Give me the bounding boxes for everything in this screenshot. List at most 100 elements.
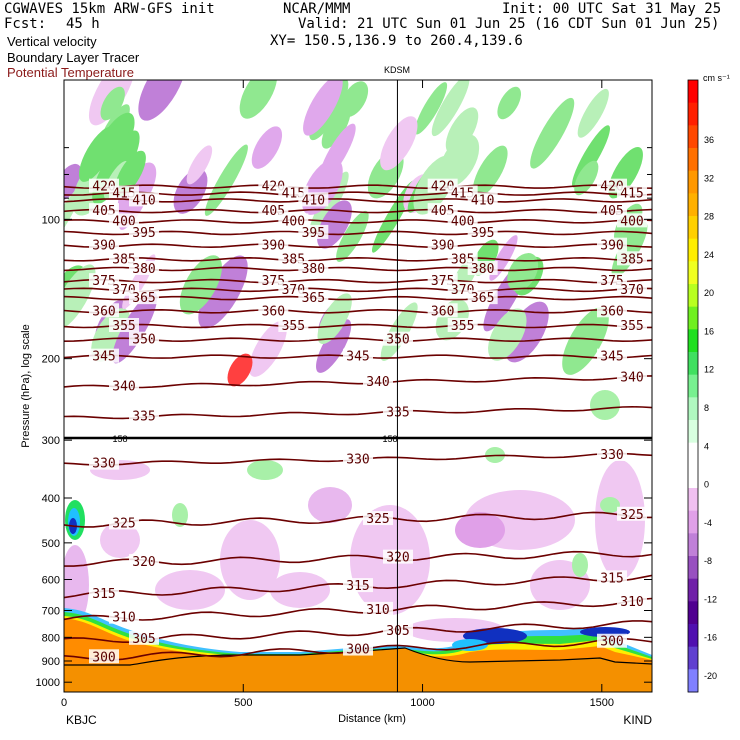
colorbar-swatch: [688, 488, 698, 512]
theta-contour: [64, 191, 652, 196]
colorbar-label: 16: [704, 326, 714, 336]
theta-label: 335: [386, 405, 409, 420]
theta-label: 325: [366, 512, 389, 527]
colorbar-swatch: [688, 669, 698, 693]
colorbar-swatch: [688, 261, 698, 285]
field-potential-temperature: Potential Temperature: [7, 65, 134, 80]
theta-label-bg: [129, 553, 159, 568]
colorbar-swatch: [688, 397, 698, 421]
theta-label: 390: [600, 239, 623, 254]
station-right-label: KIND: [623, 713, 652, 727]
x-tick-label: 500: [234, 697, 252, 709]
theta-label-bg: [343, 348, 373, 363]
colorbar-unit: cm s⁻¹: [703, 73, 730, 83]
theta-label-bg: [298, 192, 329, 207]
station-left-label: KBJC: [66, 713, 97, 727]
colorbar-label: 28: [704, 212, 714, 222]
theta-label: 360: [92, 304, 115, 319]
theta-label-bg: [298, 260, 329, 275]
theta-contour: [64, 218, 652, 224]
theta-contour: [64, 511, 652, 528]
theta-label-bg: [129, 290, 159, 305]
theta-label: 365: [132, 291, 155, 306]
theta-label: 330: [346, 452, 369, 467]
theta-label-bg: [298, 290, 329, 305]
vertical-velocity-cell: [186, 145, 213, 185]
colorbar-label: 4: [704, 441, 709, 451]
vertical-velocity-cell: [173, 168, 208, 214]
theta-contour: [64, 266, 652, 272]
vertical-velocity-cell: [431, 80, 470, 137]
theta-label: 390: [262, 239, 285, 254]
colorbar-label: -12: [704, 594, 717, 604]
theta-label: 315: [346, 579, 369, 594]
theta-label-bg: [617, 506, 647, 521]
theta-label: 355: [112, 319, 135, 334]
colorbar-swatch: [688, 352, 698, 376]
colorbar-label: 12: [704, 365, 714, 375]
theta-label-bg: [109, 378, 139, 393]
vertical-velocity-cell: [248, 320, 287, 377]
colorbar-swatch: [688, 465, 698, 489]
terrain: [64, 648, 652, 692]
theta-label: 340: [112, 379, 135, 394]
vertical-velocity-cell: [239, 80, 278, 119]
theta-contour: [64, 278, 652, 284]
y-tick-label: 500: [42, 538, 60, 550]
y-tick-label: 400: [42, 493, 60, 505]
vertical-velocity-cell: [319, 123, 356, 183]
theta-contour: [64, 287, 652, 293]
vertical-velocity-cell: [497, 86, 521, 120]
theta-label-bg: [89, 348, 119, 363]
theta-label: 365: [471, 291, 494, 306]
colorbar-swatch: [688, 102, 698, 126]
theta-label-bg: [129, 630, 159, 645]
theta-label: 385: [620, 252, 643, 267]
theta-label: 335: [132, 410, 155, 425]
theta-label-bg: [363, 601, 393, 616]
theta-label: 390: [431, 239, 454, 254]
theta-label-bg: [617, 369, 647, 384]
theta-label-bg: [467, 224, 498, 239]
theta-label: 350: [132, 333, 155, 348]
vertical-velocity-cell: [316, 319, 352, 373]
colorbar-swatch: [688, 578, 698, 602]
y-tick-label: 200: [42, 354, 60, 366]
theta-label-bg: [383, 549, 413, 564]
vertical-velocity-cell: [445, 107, 479, 154]
theta-label: 305: [132, 632, 155, 647]
vertical-velocity-cell: [78, 126, 116, 182]
vertical-velocity-cell: [336, 210, 369, 262]
init-time: Init: 00 UTC Sat 31 May 25: [502, 1, 722, 17]
theta-contour: [64, 375, 652, 389]
colorbar-label: -4: [704, 518, 712, 528]
theta-contour: [64, 620, 652, 644]
theta-label-bg: [597, 570, 627, 585]
theta-label-bg: [109, 609, 139, 624]
theta-label: 310: [112, 611, 135, 626]
theta-label-bg: [278, 213, 309, 228]
theta-label: 380: [471, 262, 494, 277]
theta-label-bg: [109, 213, 139, 228]
vertical-velocity-cell: [227, 353, 253, 387]
theta-label-bg: [383, 404, 413, 419]
colorbar: cm s⁻¹ 36 32 28 24 20 16 12 8 4 0 -4 -8 -12 -16 -20: [687, 73, 730, 693]
y-tick-label: 100: [42, 214, 60, 226]
colorbar-swatch: [688, 533, 698, 557]
theta-contour: [64, 256, 652, 262]
theta-label: 410: [471, 193, 494, 208]
theta-label: 415: [620, 187, 643, 202]
theta-contour: [64, 198, 652, 203]
theta-label: 400: [620, 214, 643, 229]
vertical-velocity-cell: [100, 86, 125, 121]
x-axis-title: Distance (km): [338, 713, 406, 725]
colorbar-swatch: [688, 442, 698, 466]
theta-contour: [64, 243, 652, 249]
theta-label-bg: [89, 585, 119, 600]
station-mid-label: KDSM: [384, 65, 410, 75]
theta-label: 345: [92, 350, 115, 365]
theta-label: 370: [620, 283, 643, 298]
theta-label-bg: [89, 237, 119, 252]
vertical-velocity-cell: [64, 163, 82, 201]
